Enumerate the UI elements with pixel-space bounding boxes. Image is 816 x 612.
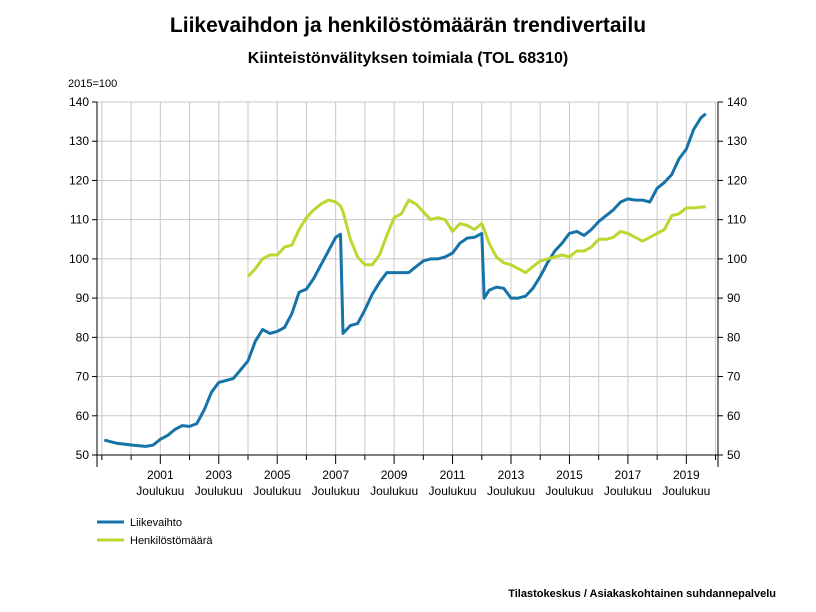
y2-tick-label: 80: [727, 330, 741, 344]
source: Tilastokeskus / Asiakaskohtainen suhdann…: [508, 588, 776, 600]
x-tick-label: Joulukuu: [604, 484, 652, 498]
y-tick-label: 100: [69, 252, 89, 266]
y2-tick-label: 60: [727, 409, 741, 423]
line-series: [246, 198, 706, 278]
legend-label: Liikevaihto: [130, 517, 182, 529]
y-tick-label: 120: [69, 173, 89, 187]
x-tick-label: Joulukuu: [487, 484, 535, 498]
chart-subtitle: Kiinteistönvälityksen toimiala (TOL 6831…: [248, 50, 568, 67]
y-tick-label: 50: [76, 448, 90, 462]
y2-tick-label: 130: [727, 134, 747, 148]
x-tick-label: Joulukuu: [253, 484, 301, 498]
y-tick-label: 60: [76, 409, 90, 423]
x-tick-label: Joulukuu: [545, 484, 593, 498]
y2-tick-label: 140: [727, 95, 747, 109]
y-tick-label: 110: [70, 213, 89, 227]
y2-tick-label: 90: [727, 291, 741, 305]
y2-tick-label: 120: [727, 173, 747, 187]
y2-tick-label: 70: [727, 370, 741, 384]
x-tick-label: Joulukuu: [662, 484, 710, 498]
x-tick-label: 2003: [205, 468, 232, 482]
x-tick-label: Joulukuu: [429, 484, 477, 498]
x-tick-label: 2007: [322, 468, 349, 482]
x-tick-label: Joulukuu: [195, 484, 243, 498]
x-tick-label: 2001: [147, 468, 174, 482]
x-tick-label: 2009: [381, 468, 408, 482]
y-tick-label: 140: [69, 95, 89, 109]
y2-tick-label: 110: [727, 213, 746, 227]
x-tick-label: 2013: [498, 468, 525, 482]
legend-label: Henkilöstömäärä: [130, 535, 213, 547]
x-tick-label: Joulukuu: [136, 484, 184, 498]
y2-tick-label: 100: [727, 252, 747, 266]
x-tick-label: 2019: [673, 468, 700, 482]
y2-tick-label: 50: [727, 448, 741, 462]
x-tick-label: Joulukuu: [312, 484, 360, 498]
y-tick-label: 70: [76, 370, 90, 384]
chart-title: Liikevaihdon ja henkilöstömäärän trendiv…: [170, 14, 646, 37]
y-tick-label: 130: [69, 134, 89, 148]
line-series: [103, 112, 707, 448]
y-tick-label: 80: [76, 330, 90, 344]
x-tick-label: 2017: [615, 468, 642, 482]
x-tick-label: 2005: [264, 468, 291, 482]
x-tick-label: Joulukuu: [370, 484, 418, 498]
y-axis-label: 2015=100: [68, 78, 117, 90]
y-tick-label: 90: [76, 291, 90, 305]
x-tick-label: 2011: [440, 468, 466, 482]
x-tick-label: 2015: [556, 468, 583, 482]
